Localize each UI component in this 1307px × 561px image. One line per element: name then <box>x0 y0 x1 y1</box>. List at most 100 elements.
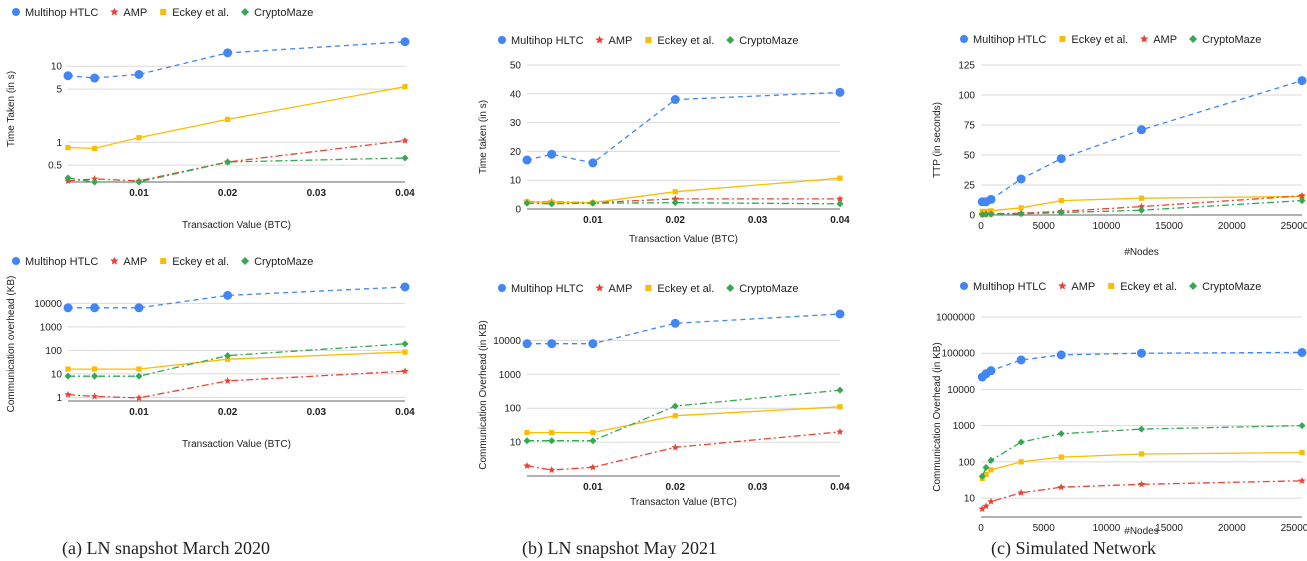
data-point <box>548 466 556 474</box>
data-point <box>1018 459 1024 465</box>
data-point <box>523 199 531 207</box>
x-axis-title: #Nodes <box>1124 247 1158 258</box>
y-tick-label: 100 <box>958 457 975 468</box>
series-cryptomaze <box>523 199 844 208</box>
data-point <box>547 339 557 349</box>
x-tick-label: 25000 <box>1281 221 1307 232</box>
y-tick-label: 5 <box>56 85 62 96</box>
series-line-multihop-hltc <box>527 313 841 345</box>
y-tick-label: 0 <box>969 211 975 222</box>
legend-item-amp: AMP <box>110 256 147 268</box>
data-point <box>65 144 71 151</box>
legend-marker-eckey-et-al <box>645 37 652 43</box>
data-point <box>223 290 233 300</box>
data-point <box>90 392 99 400</box>
data-point <box>90 175 99 182</box>
x-axis-title: Transaction Value (BTC) <box>182 220 291 231</box>
series-line-multihop-htlc <box>68 286 406 309</box>
data-point <box>223 48 233 58</box>
legend-marker-cryptomaze <box>241 257 250 265</box>
data-point <box>136 366 142 372</box>
chart-panel-2: 0 10 20 30 40 50 0.01 0.02 0.03 0.04 Transaction V… <box>478 35 850 245</box>
legend-item-multihop-hltc: Multihop HLTC <box>498 35 584 47</box>
legend-label-multihop-hltc: Multihop HLTC <box>511 283 584 295</box>
data-point <box>134 69 144 79</box>
data-point <box>837 404 843 410</box>
legend-marker-eckey-et-al <box>160 9 167 15</box>
data-point <box>1138 195 1145 201</box>
y-tick-label: 10 <box>510 176 522 187</box>
y-tick-label: 10 <box>510 438 522 449</box>
data-point <box>835 309 845 319</box>
data-point <box>402 349 408 355</box>
legend-marker-multihop-htlc <box>960 282 968 290</box>
x-axis-title: Transaction Value (BTC) <box>629 234 738 245</box>
data-point <box>670 318 680 328</box>
legend-marker-multihop-htlc <box>12 8 20 16</box>
data-point <box>225 356 231 362</box>
legend-item-eckey-et-al: Eckey et al. <box>645 283 714 295</box>
data-point <box>91 366 98 372</box>
data-point <box>588 158 598 168</box>
data-point <box>522 339 532 349</box>
y-tick-label: 1000 <box>953 421 976 432</box>
data-point <box>401 154 409 162</box>
x-tick-label: 10000 <box>1092 523 1120 534</box>
legend-marker-amp <box>110 256 119 265</box>
legend-label-amp: AMP <box>1153 34 1177 46</box>
x-tick-label: 0.04 <box>830 215 850 226</box>
data-point <box>225 116 231 123</box>
y-tick-label: 1000 <box>40 322 63 333</box>
data-point <box>1297 76 1307 86</box>
data-point <box>1299 449 1305 456</box>
series-line-multihop-hltc <box>526 91 841 164</box>
data-point <box>1016 174 1026 184</box>
data-point <box>91 372 99 380</box>
legend-item-amp: AMP <box>1140 34 1177 46</box>
legend-item-eckey-et-al: Eckey et al. <box>160 7 229 19</box>
legend-label-amp: AMP <box>1071 281 1095 293</box>
legend-marker-amp <box>595 283 604 292</box>
legend-item-cryptomaze: CryptoMaze <box>1189 34 1261 46</box>
legend-item-cryptomaze: CryptoMaze <box>726 35 799 47</box>
legend-label-multihop-htlc: Multihop HTLC <box>25 256 98 268</box>
series-eckey-et-al <box>65 349 408 372</box>
x-tick-label: 0.01 <box>129 188 149 199</box>
legend-item-multihop-htlc: Multihop HTLC <box>12 256 98 268</box>
x-tick-label: 20000 <box>1218 523 1246 534</box>
y-tick-label: 20 <box>510 147 522 158</box>
y-tick-label: 100 <box>504 404 521 415</box>
chart-panel-3: 0 25 50 75 100 125 0 5000 10000 15000 20000 25000 #N… <box>932 34 1307 258</box>
data-point <box>1018 205 1024 211</box>
legend-marker-amp <box>595 35 604 44</box>
y-tick-label: 10 <box>51 62 63 73</box>
legend-item-amp: AMP <box>595 35 632 47</box>
y-axis-title: Communication Overhead (in KB) <box>478 320 489 470</box>
series-line-eckey-et-al <box>527 406 841 434</box>
data-point <box>1298 476 1306 484</box>
y-tick-label: 0.5 <box>48 161 62 172</box>
data-point <box>1058 197 1064 204</box>
legend-marker-cryptomaze <box>726 284 735 292</box>
y-tick-label: 30 <box>510 118 522 129</box>
series-multihop-hltc <box>522 87 845 168</box>
data-point <box>135 178 143 186</box>
series-eckey-et-al <box>524 404 843 436</box>
series-multihop-htlc <box>977 347 1307 382</box>
legend-label-amp: AMP <box>123 7 147 19</box>
data-point <box>1057 483 1065 491</box>
data-point <box>671 443 679 451</box>
legend-marker-cryptomaze <box>1189 35 1198 43</box>
data-point <box>224 352 232 360</box>
chart-panel-1: 0.5 1 5 10 0.01 0.02 0.03 0.04 Transaction Value… <box>6 7 415 231</box>
data-point <box>671 402 679 410</box>
x-tick-label: 0.01 <box>583 215 603 226</box>
data-point <box>401 340 409 348</box>
x-tick-label: 0.03 <box>307 188 327 199</box>
data-point <box>1137 348 1146 358</box>
x-tick-label: 25000 <box>1281 523 1307 534</box>
series-line-eckey-et-al <box>67 85 406 150</box>
y-tick-label: 1 <box>56 393 62 404</box>
series-amp <box>64 367 409 401</box>
data-point <box>524 430 530 436</box>
